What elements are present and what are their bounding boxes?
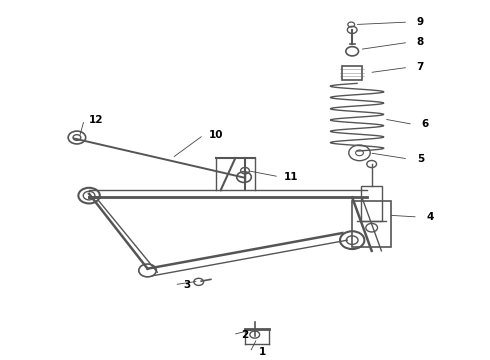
Text: 4: 4: [426, 212, 434, 222]
Text: 10: 10: [209, 130, 223, 140]
Text: 2: 2: [242, 330, 248, 339]
Text: 8: 8: [417, 37, 424, 48]
Text: 7: 7: [416, 62, 424, 72]
Text: 1: 1: [258, 347, 266, 357]
Text: 12: 12: [89, 115, 104, 125]
Text: 11: 11: [284, 172, 298, 182]
Text: 5: 5: [417, 154, 424, 164]
Text: 6: 6: [422, 120, 429, 129]
Text: 3: 3: [183, 280, 190, 290]
Text: 9: 9: [417, 17, 424, 27]
